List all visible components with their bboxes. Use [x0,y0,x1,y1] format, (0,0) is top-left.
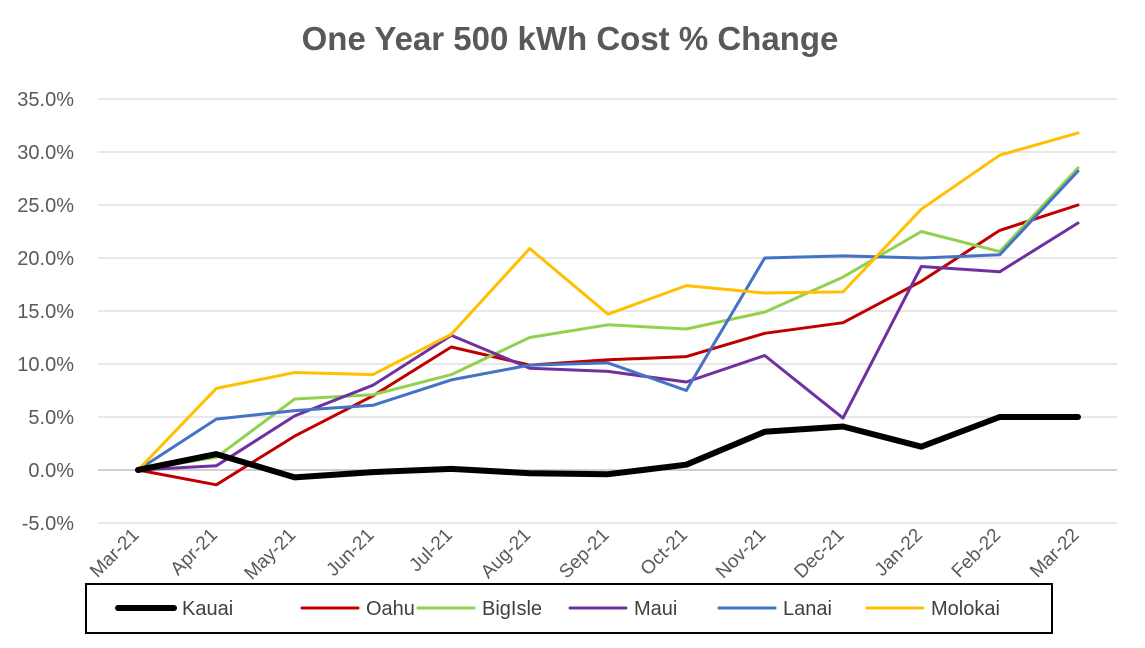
x-tick-label: Nov-21 [712,525,770,583]
series-line-oahu [136,203,1080,487]
legend-item-maui: Maui [568,598,677,620]
y-tick-label: 5.0% [28,407,74,429]
x-tick-label: Feb-22 [948,525,1005,582]
legend-item-oahu: Oahu [300,598,415,620]
y-tick-label: 20.0% [17,248,74,270]
x-tick-label: Apr-21 [167,525,222,580]
legend-label: Oahu [366,598,415,620]
legend-item-lanai: Lanai [717,598,832,620]
x-tick-label: Mar-22 [1026,525,1083,582]
y-tick-label: 10.0% [17,354,74,376]
y-axis-tick-labels: -5.0% 0.0% 5.0% 10.0% 15.0% 20.0% 25.0% 30.0% 35… [17,89,74,535]
y-tick-label: 25.0% [17,195,74,217]
gridlines [98,98,1117,524]
y-tick-label: 35.0% [17,89,74,111]
x-tick-label: Jul-21 [405,525,456,576]
legend-label: Kauai [182,598,233,620]
chart-title: One Year 500 kWh Cost % Change [302,20,839,57]
legend-item-bigisle: BigIsle [416,598,542,620]
x-axis-tick-labels: Mar-21 Apr-21 May-21 Jun-21 Jul-21 Aug-21 Sep-… [86,525,1083,585]
y-tick-label: 30.0% [17,142,74,164]
legend-label: BigIsle [482,598,542,620]
legend-item-molokai: Molokai [865,598,1000,620]
legend-item-kauai: Kauai [115,598,233,620]
legend-label: Lanai [783,598,832,620]
x-tick-label: Mar-21 [86,525,143,582]
series-line-maui [136,221,1080,472]
legend: Kauai Oahu BigIsle Maui Lanai Molokai [85,583,1053,634]
x-tick-label: Sep-21 [555,525,613,583]
series-line-kauai [135,414,1081,481]
x-tick-label: Jan-22 [871,525,927,581]
y-tick-label: 15.0% [17,301,74,323]
y-tick-label: 0.0% [28,460,74,482]
series-lines [135,131,1081,487]
series-line-bigisle [136,166,1080,472]
x-tick-label: Dec-21 [790,525,848,583]
legend-label: Maui [634,598,677,620]
x-tick-label: Jun-21 [323,525,379,581]
series-line-lanai [136,169,1080,472]
legend-label: Molokai [931,598,1000,620]
x-tick-label: May-21 [241,525,301,585]
x-tick-label: Aug-21 [477,525,535,583]
y-tick-label: -5.0% [22,513,74,535]
series-line-molokai [136,131,1080,472]
x-tick-label: Oct-21 [637,525,692,580]
